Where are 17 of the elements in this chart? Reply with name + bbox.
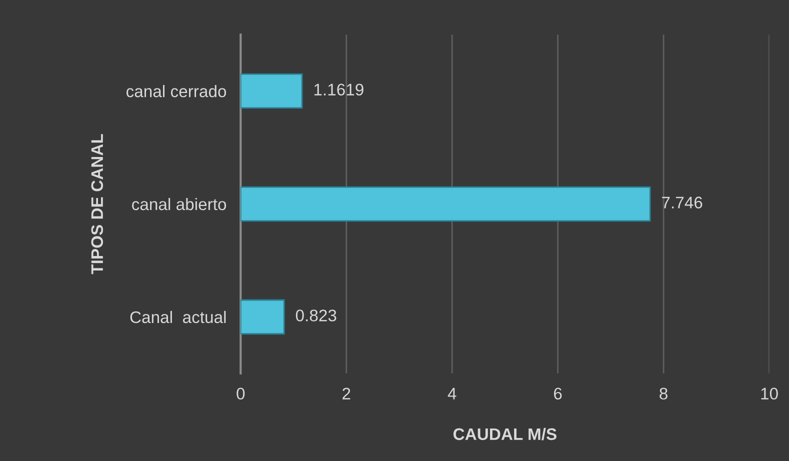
x-tick-label: 2	[342, 388, 350, 400]
y-tick-label: Canal actual	[130, 310, 226, 324]
x-tick-label: 0	[236, 388, 245, 400]
data-label: 7.746	[662, 196, 702, 208]
bar	[240, 73, 303, 109]
data-label: 0.823	[296, 310, 336, 322]
y-tick-label: canal cerrado	[126, 85, 226, 98]
x-tick-label: 6	[554, 388, 562, 400]
y-tick-label: canal abierto	[132, 198, 226, 210]
bar	[240, 299, 285, 335]
bar	[240, 186, 651, 222]
x-tick-label: 8	[660, 388, 668, 400]
data-label: 1.1619	[314, 84, 364, 96]
x-axis-title: CAUDAL M/S	[453, 428, 556, 440]
x-tick-label: 10	[761, 388, 778, 400]
y-axis-title: TIPOS DE CANAL	[91, 134, 104, 274]
x-tick-label: 4	[448, 388, 456, 400]
